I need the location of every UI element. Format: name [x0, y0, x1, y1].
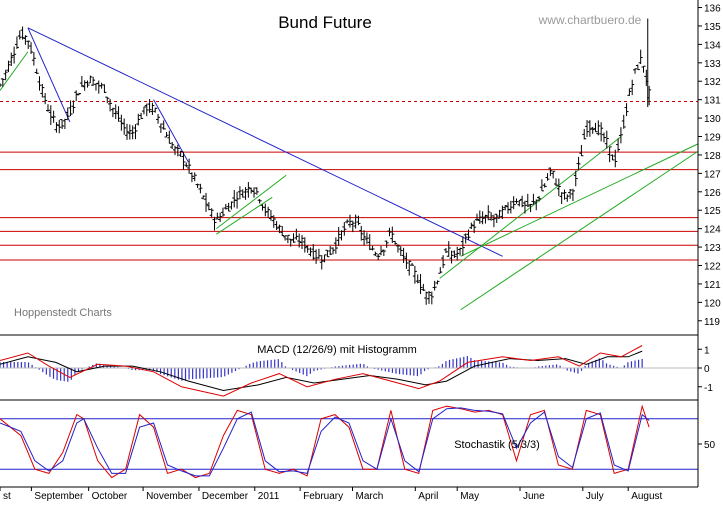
- stochastic-d-line: [0, 407, 650, 477]
- macd-signal-line: [0, 350, 643, 392]
- macd-tick-label: -1: [704, 383, 713, 394]
- price-tick-label: 136: [704, 4, 721, 15]
- watermark: www.chartbuero.de: [538, 13, 642, 27]
- price-tick-label: 130: [704, 114, 721, 125]
- month-label: May: [460, 491, 479, 502]
- price-tick-label: 132: [704, 77, 721, 88]
- trend-line: [460, 150, 699, 311]
- month-label: June: [523, 491, 545, 502]
- price-tick-label: 126: [704, 188, 721, 199]
- month-label: st: [3, 491, 11, 502]
- macd-tick-label: 0: [704, 364, 710, 375]
- price-tick-label: 123: [704, 243, 721, 254]
- price-tick-label: 133: [704, 59, 721, 70]
- source-label: Hoppenstedt Charts: [14, 307, 112, 319]
- macd-tick-label: 1: [704, 345, 710, 356]
- price-tick-label: 128: [704, 151, 721, 162]
- price-tick-label: 125: [704, 206, 721, 217]
- trend-line: [216, 174, 287, 230]
- price-tick-label: 122: [704, 262, 721, 273]
- month-label: September: [34, 491, 84, 502]
- price-tick-label: 121: [704, 280, 721, 291]
- trend-line: [27, 27, 71, 122]
- macd-label: MACD (12/26/9) mit Histogramm: [257, 344, 417, 356]
- price-tick-label: 131: [704, 96, 721, 107]
- month-label: March: [355, 491, 383, 502]
- month-label: October: [92, 491, 128, 502]
- price-tick-label: 124: [704, 225, 721, 236]
- month-label: February: [303, 491, 343, 502]
- macd-line: [0, 345, 643, 397]
- stochastic-label: Stochastik (5/3/3): [454, 439, 540, 451]
- chart-title: Bund Future: [278, 13, 372, 32]
- price-tick-label: 134: [704, 40, 721, 51]
- trend-line: [153, 99, 189, 163]
- trend-line: [0, 51, 29, 91]
- month-label: April: [418, 491, 438, 502]
- stochastic-tick-label: 50: [704, 440, 716, 451]
- price-tick-label: 135: [704, 22, 721, 33]
- trend-line: [27, 27, 503, 257]
- month-label: 2011: [258, 491, 280, 502]
- price-tick-label: 129: [704, 133, 721, 144]
- price-tick-label: 120: [704, 298, 721, 309]
- trend-line: [216, 196, 273, 235]
- month-label: August: [631, 491, 662, 502]
- month-label: December: [202, 491, 249, 502]
- month-label: November: [146, 491, 193, 502]
- trend-line: [460, 143, 699, 257]
- price-tick-label: 127: [704, 169, 721, 180]
- month-label: July: [586, 491, 604, 502]
- price-tick-label: 119: [704, 317, 720, 328]
